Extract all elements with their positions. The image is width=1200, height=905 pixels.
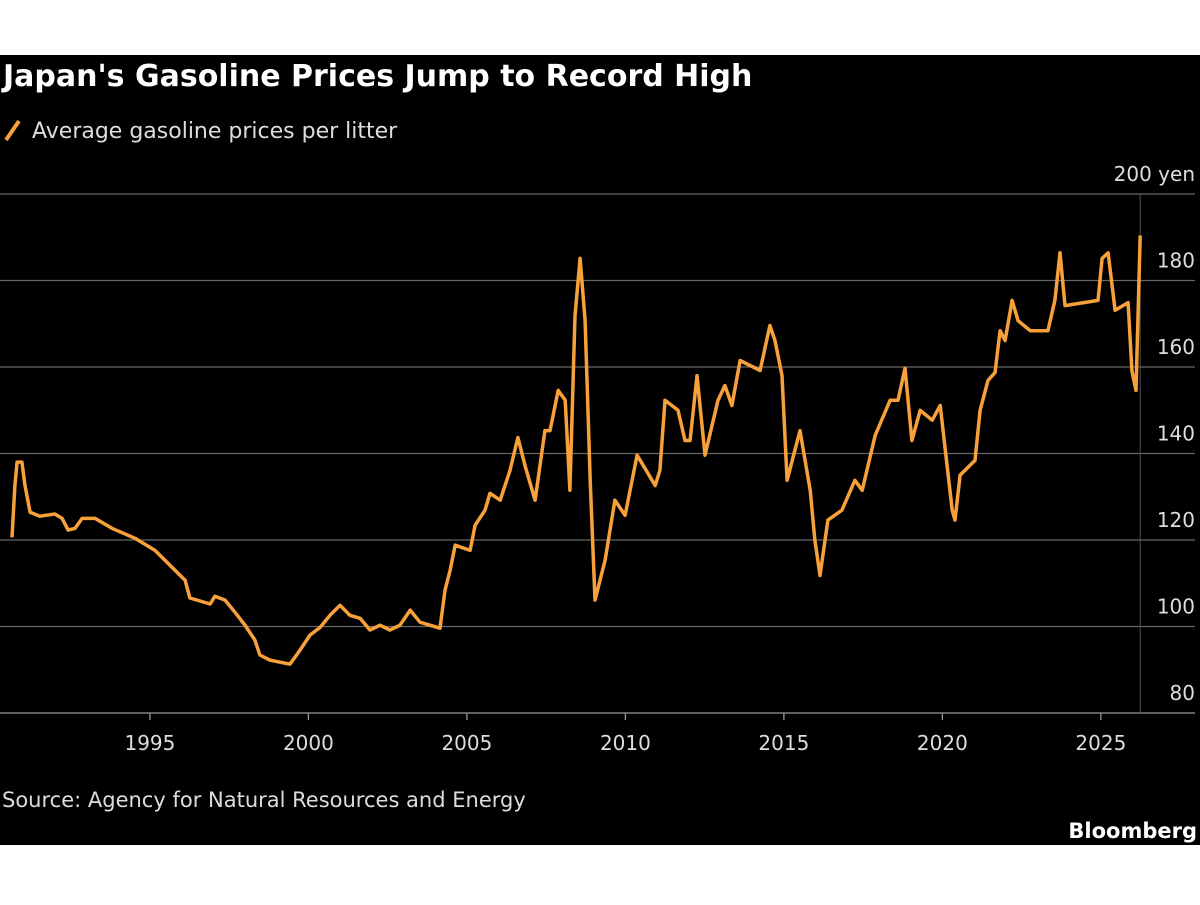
y-tick-label: 160: [1157, 335, 1195, 359]
y-tick-label: 120: [1157, 508, 1195, 532]
y-tick-label: 140: [1157, 422, 1195, 446]
source-note: Source: Agency for Natural Resources and…: [2, 788, 526, 812]
price-line: [10, 235, 1142, 666]
y-tick-label: 100: [1157, 595, 1195, 619]
background: [0, 55, 1200, 845]
x-tick-label: 2025: [1075, 731, 1126, 755]
legend-swatch: [4, 119, 21, 142]
x-tick-label: 2020: [917, 731, 968, 755]
x-tick-label: 2015: [758, 731, 809, 755]
credit: Bloomberg: [1068, 819, 1197, 843]
legend-label: Average gasoline prices per litter: [32, 119, 398, 144]
chart-title: Japan's Gasoline Prices Jump to Record H…: [1, 59, 752, 94]
x-tick-label: 2005: [441, 731, 492, 755]
y-tick-label: 180: [1157, 249, 1195, 273]
x-tick-label: 2000: [283, 731, 334, 755]
y-tick-label: 80: [1170, 681, 1195, 705]
x-tick-label: 1995: [124, 731, 175, 755]
y-tick-label: 200 yen: [1114, 162, 1195, 186]
x-tick-label: 2010: [600, 731, 651, 755]
